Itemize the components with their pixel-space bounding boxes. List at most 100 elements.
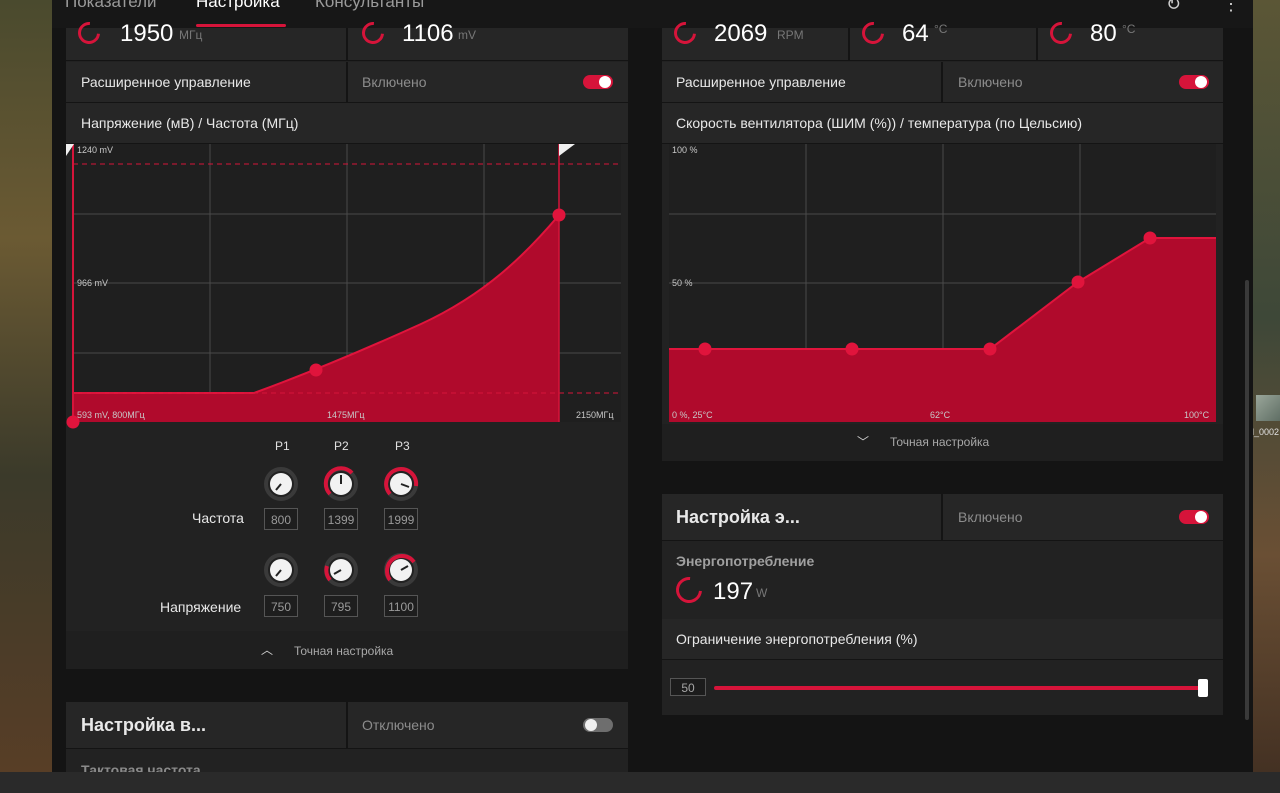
divider [346, 702, 348, 748]
fan-fine-tune-label: Точная настройка [890, 435, 990, 449]
divider [848, 28, 850, 60]
p2-frequency-input[interactable]: 1399 [324, 508, 358, 530]
p1-frequency-input[interactable]: 800 [264, 508, 298, 530]
gpu-temperature-value: 64 [902, 20, 929, 47]
p1-header: P1 [275, 439, 290, 453]
chevron-up-icon: ︿ [261, 643, 274, 657]
gpu-voltage-unit: mV [458, 28, 476, 42]
fan-point-4 [1071, 275, 1085, 289]
vf-curve-header: Напряжение (мВ) / Частота (МГц) [66, 103, 628, 144]
chevron-down-icon: ﹀ [857, 435, 870, 449]
hotspot-temperature-unit: °C [1122, 22, 1136, 36]
fine-tune-row[interactable]: ︿ Точная настройка [66, 631, 628, 669]
p3-header: P3 [395, 439, 410, 453]
tab-tuning[interactable]: Настройка [196, 0, 280, 11]
vram-tuning-panel: Настройка в... Отключено Тактовая частот… [66, 702, 628, 772]
divider [941, 494, 943, 540]
power-limit-header: Ограничение энергопотребления (%) [662, 619, 1223, 660]
reset-icon[interactable]: ↻ [1166, 0, 1182, 14]
divider [941, 62, 943, 102]
frequency-label: Частота [192, 510, 244, 526]
power-tuning-toggle[interactable] [1179, 510, 1209, 524]
app-window: Показатели Настройка Консультанты ↻ ⋮ 19… [52, 0, 1253, 772]
vf-point-p3 [552, 208, 566, 222]
divider [1036, 28, 1038, 60]
p2-voltage-knob[interactable] [323, 552, 359, 588]
desktop-file-thumbnail[interactable] [1256, 395, 1280, 421]
gpu-stats-row: 1950 МГц 1106 mV [66, 17, 628, 61]
vf-curve-title: Напряжение (мВ) / Частота (МГц) [81, 115, 299, 131]
fan-advanced-control-label: Расширенное управление [676, 74, 846, 90]
fan-advanced-control-toggle[interactable] [1179, 75, 1209, 89]
fan-speed-value: 2069 [714, 20, 768, 47]
fan-curve-header: Скорость вентилятора (ШИМ (%)) / темпера… [662, 103, 1223, 144]
fan-point-1 [698, 342, 712, 356]
fan-curve-title: Скорость вентилятора (ШИМ (%)) / темпера… [676, 115, 1083, 131]
clock-frequency-label: Тактовая частота [81, 762, 201, 772]
fan-point-3 [983, 342, 997, 356]
active-tab-indicator [196, 24, 286, 27]
vf-curve-area [73, 215, 559, 422]
fan-label-top: 100 % [672, 145, 698, 155]
fan-fine-tune-row[interactable]: ﹀ Точная настройка [662, 424, 1223, 461]
p1-voltage-knob[interactable] [263, 552, 299, 588]
advanced-control-toggle[interactable] [583, 75, 613, 89]
gpu-voltage-value: 1106 [402, 20, 454, 47]
vram-tuning-toggle[interactable] [583, 718, 613, 732]
p2-voltage-input[interactable]: 795 [324, 595, 358, 617]
power-tuning-header: Настройка э... Включено [662, 494, 1223, 541]
tab-metrics[interactable]: Показатели [65, 0, 157, 11]
min-handle-icon [66, 144, 74, 156]
vf-curve-chart[interactable]: 1240 mV 966 mV 593 mV, 800МГц 1475МГц 21… [66, 144, 628, 430]
vram-tuning-state: Отключено [362, 717, 435, 733]
fan-label-bottom-left: 0 %, 25°C [672, 410, 713, 420]
desktop-file-label: l_0002 [1252, 427, 1280, 437]
gpu-clock-value: 1950 [120, 20, 174, 47]
gpu-temperature-unit: °C [934, 22, 948, 36]
fan-tuning-panel: 2069 RPM 64 °C 80 °C Расширенное управле… [662, 17, 1223, 461]
vram-tuning-title: Настройка в... [81, 715, 206, 735]
vf-point-p1 [66, 415, 80, 429]
more-vert-icon[interactable]: ⋮ [1222, 0, 1240, 14]
p1-voltage-input[interactable]: 750 [264, 595, 298, 617]
fine-tune-label: Точная настройка [294, 644, 394, 658]
vf-label-mid: 966 mV [77, 278, 108, 288]
p2-frequency-knob[interactable] [323, 466, 359, 502]
fan-advanced-control-row: Расширенное управление Включено [662, 62, 1223, 103]
advanced-control-row: Расширенное управление Включено [66, 62, 628, 103]
fan-label-bottom-mid: 62°C [930, 410, 951, 420]
hotspot-temperature-value: 80 [1090, 20, 1117, 47]
power-limit-slider-thumb[interactable] [1198, 679, 1208, 697]
advanced-control-label: Расширенное управление [81, 74, 251, 90]
fan-stats-row: 2069 RPM 64 °C 80 °C [662, 17, 1223, 61]
vf-point-p2 [309, 363, 323, 377]
power-tuning-state: Включено [958, 509, 1023, 525]
power-tuning-panel: Настройка э... Включено Энергопотреблени… [662, 494, 1223, 715]
fan-curve-chart[interactable]: 100 % 50 % 0 %, 25°C 62°C 100°C [662, 144, 1223, 424]
scrollbar[interactable] [1245, 280, 1249, 720]
fan-point-2 [845, 342, 859, 356]
divider [346, 28, 348, 60]
fan-label-mid: 50 % [672, 278, 693, 288]
taskbar-strip [0, 772, 1280, 793]
fan-speed-unit: RPM [777, 28, 804, 42]
vf-label-bottom-left: 593 mV, 800МГц [77, 410, 145, 420]
power-limit-slider-track[interactable] [714, 686, 1204, 690]
fan-advanced-control-state: Включено [958, 74, 1023, 90]
power-consumption-value: 197 [713, 578, 754, 605]
vf-label-bottom-mid: 1475МГц [327, 410, 365, 420]
power-tuning-title: Настройка э... [676, 507, 800, 527]
fan-point-5 [1143, 231, 1157, 245]
p3-frequency-input[interactable]: 1999 [384, 508, 418, 530]
p3-frequency-knob[interactable] [383, 466, 419, 502]
power-consumption-label: Энергопотребление [676, 553, 815, 569]
gpu-tuning-panel: 1950 МГц 1106 mV Расширенное управление … [66, 17, 628, 669]
p3-voltage-knob[interactable] [383, 552, 419, 588]
tab-advisors[interactable]: Консультанты [315, 0, 425, 11]
power-limit-input[interactable]: 50 [670, 678, 706, 696]
top-navigation: Показатели Настройка Консультанты ↻ ⋮ [52, 0, 1253, 28]
power-limit-label: Ограничение энергопотребления (%) [676, 631, 918, 647]
divider [346, 62, 348, 102]
p3-voltage-input[interactable]: 1100 [384, 595, 418, 617]
p1-frequency-knob[interactable] [263, 466, 299, 502]
